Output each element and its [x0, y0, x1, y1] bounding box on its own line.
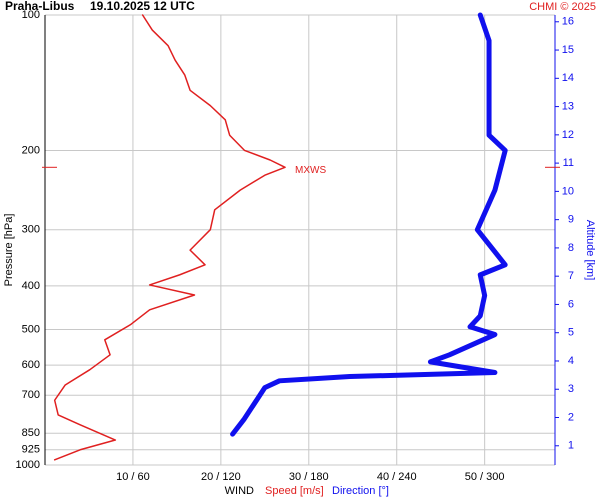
x-axis-label: WIND — [225, 485, 254, 497]
wind-line — [230, 12, 508, 437]
y2-tick-label: 15 — [562, 44, 574, 56]
y2-tick-label: 10 — [562, 185, 574, 197]
y-tick-label: 700 — [22, 389, 40, 401]
x-tick-label: 20 / 120 — [201, 471, 241, 483]
x-tick-label: 40 / 240 — [377, 471, 417, 483]
y-tick-label: 850 — [22, 427, 40, 439]
chart-subtitle: 19.10.2025 12 UTC — [90, 0, 195, 13]
y-tick-label: 500 — [22, 323, 40, 335]
credit: CHMI © 2025 — [529, 1, 596, 13]
legend-speed: Speed [m/s] — [265, 485, 324, 497]
y-tick-label: 200 — [22, 144, 40, 156]
x-tick-label: 30 / 180 — [289, 471, 329, 483]
legend-direction: Direction [°] — [332, 485, 389, 497]
y-tick-label: 100 — [22, 9, 40, 21]
y-tick-label: 600 — [22, 359, 40, 371]
y2-tick-label: 6 — [568, 298, 574, 310]
x-tick-label: 10 / 60 — [116, 471, 150, 483]
y2-tick-label: 12 — [562, 129, 574, 141]
chart-title: Praha-Libus — [5, 0, 75, 13]
y2-tick-label: 3 — [568, 383, 574, 395]
x-tick-label: 50 / 300 — [465, 471, 505, 483]
y2-tick-label: 13 — [562, 100, 574, 112]
y-axis-label: Pressure [hPa] — [3, 214, 15, 287]
y2-tick-label: 11 — [563, 157, 574, 169]
y2-tick-label: 5 — [568, 327, 574, 339]
wind-line — [53, 14, 286, 461]
y2-tick-label: 9 — [568, 214, 574, 226]
y-tick-label: 1000 — [16, 459, 40, 471]
y-tick-label: 300 — [22, 224, 40, 236]
annotation: MXWS — [295, 165, 326, 176]
y-tick-label: 400 — [22, 280, 40, 292]
y-tick-label: 925 — [22, 444, 40, 456]
y2-axis-label: Altitude [km] — [584, 220, 596, 281]
y2-tick-label: 1 — [568, 440, 574, 452]
y2-tick-label: 16 — [562, 16, 574, 28]
y2-tick-label: 14 — [562, 72, 574, 84]
y2-tick-label: 8 — [568, 242, 574, 254]
y2-tick-label: 4 — [568, 355, 574, 367]
y2-tick-label: 2 — [568, 411, 574, 423]
y2-tick-label: 7 — [568, 270, 574, 282]
